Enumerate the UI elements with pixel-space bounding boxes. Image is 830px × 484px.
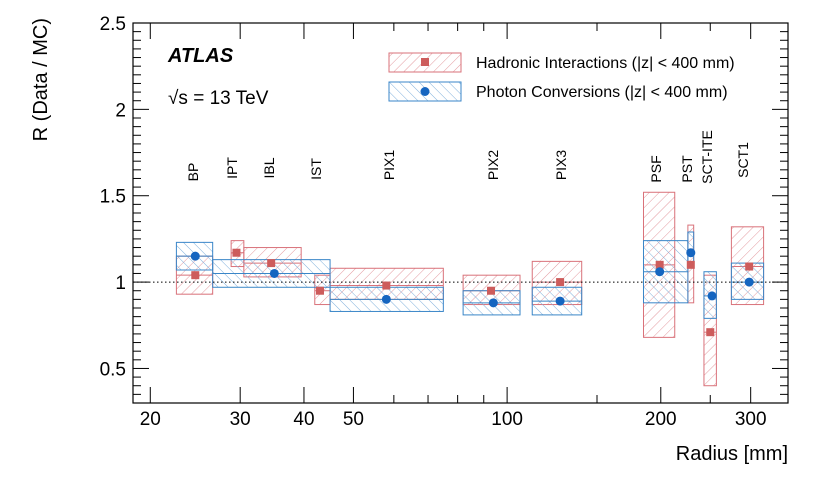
x-axis-title: Radius [mm] <box>676 443 788 465</box>
data-markers <box>190 248 754 337</box>
y-tick-label: 0.5 <box>100 359 126 380</box>
legend-marker-hadronic <box>421 58 429 66</box>
hadronic-marker <box>232 248 241 257</box>
region-label-pst: PST <box>679 155 695 183</box>
x-tick-label: 50 <box>343 409 364 430</box>
photon-marker <box>655 267 665 277</box>
photon-marker <box>190 251 200 261</box>
photon-marker <box>707 291 717 301</box>
x-tick-label: 40 <box>293 409 314 430</box>
x-tick-label: 20 <box>140 409 161 430</box>
plot-frame <box>132 22 789 404</box>
hadronic-marker <box>487 286 496 295</box>
region-label-ipt: IPT <box>224 157 240 179</box>
axes-ticks: 0.5 1 1.5 2 2.5 20 30 40 50 100 200 300 <box>100 14 788 430</box>
x-tick-label: 30 <box>230 409 251 430</box>
y-axis-title: R (Data / MC) <box>30 18 52 141</box>
hadronic-marker <box>686 260 695 269</box>
x-tick-label: 100 <box>491 409 523 430</box>
energy-label-sqrt-s: √s <box>168 88 188 109</box>
photon-marker <box>381 294 391 304</box>
hadronic-marker <box>267 259 276 268</box>
photon-marker <box>488 298 498 308</box>
region-label-sct-ite: SCT-ITE <box>699 130 715 184</box>
region-label-bp: BP <box>185 163 201 182</box>
hadronic-marker <box>745 262 754 271</box>
region-label-ibl: IBL <box>261 157 277 178</box>
hadronic-marker <box>556 278 565 287</box>
energy-label: √s = 13 TeV <box>168 88 269 109</box>
region-label-psf: PSF <box>648 155 664 182</box>
hadronic-marker <box>382 281 391 290</box>
x-tick-label: 200 <box>645 409 677 430</box>
region-label-sct1: SCT1 <box>735 142 751 178</box>
photon-marker <box>744 277 754 287</box>
photon-marker <box>686 248 696 258</box>
x-tick-label: 300 <box>735 409 767 430</box>
region-label-ist: IST <box>308 158 324 180</box>
atlas-label: ATLAS <box>167 45 234 67</box>
legend-label-hadronic: Hadronic Interactions (|z| < 400 mm) <box>476 55 735 72</box>
region-label-pix1: PIX1 <box>381 150 397 181</box>
legend-marker-photon <box>420 87 430 96</box>
y-tick-label: 2 <box>115 100 126 121</box>
region-label-pix2: PIX2 <box>485 150 501 181</box>
y-tick-label: 2.5 <box>100 14 126 35</box>
hadronic-marker <box>191 271 200 280</box>
region-labels: BP IPT IBL IST PIX1 PIX2 PIX3 PSF PST SC… <box>185 130 751 184</box>
hadronic-marker <box>706 328 715 337</box>
y-tick-label: 1 <box>115 273 126 294</box>
legend-label-photon: Photon Conversions (|z| < 400 mm) <box>476 84 728 101</box>
photon-marker <box>269 268 279 278</box>
uncertainty-boxes <box>175 191 765 387</box>
hadronic-marker <box>315 286 324 295</box>
photon-marker <box>555 296 565 306</box>
energy-label-value: = 13 TeV <box>193 88 269 109</box>
hadronic-marker <box>655 260 664 269</box>
y-tick-label: 1.5 <box>100 187 126 208</box>
region-label-pix3: PIX3 <box>553 150 569 181</box>
legend: Hadronic Interactions (|z| < 400 mm) Pho… <box>388 52 735 102</box>
